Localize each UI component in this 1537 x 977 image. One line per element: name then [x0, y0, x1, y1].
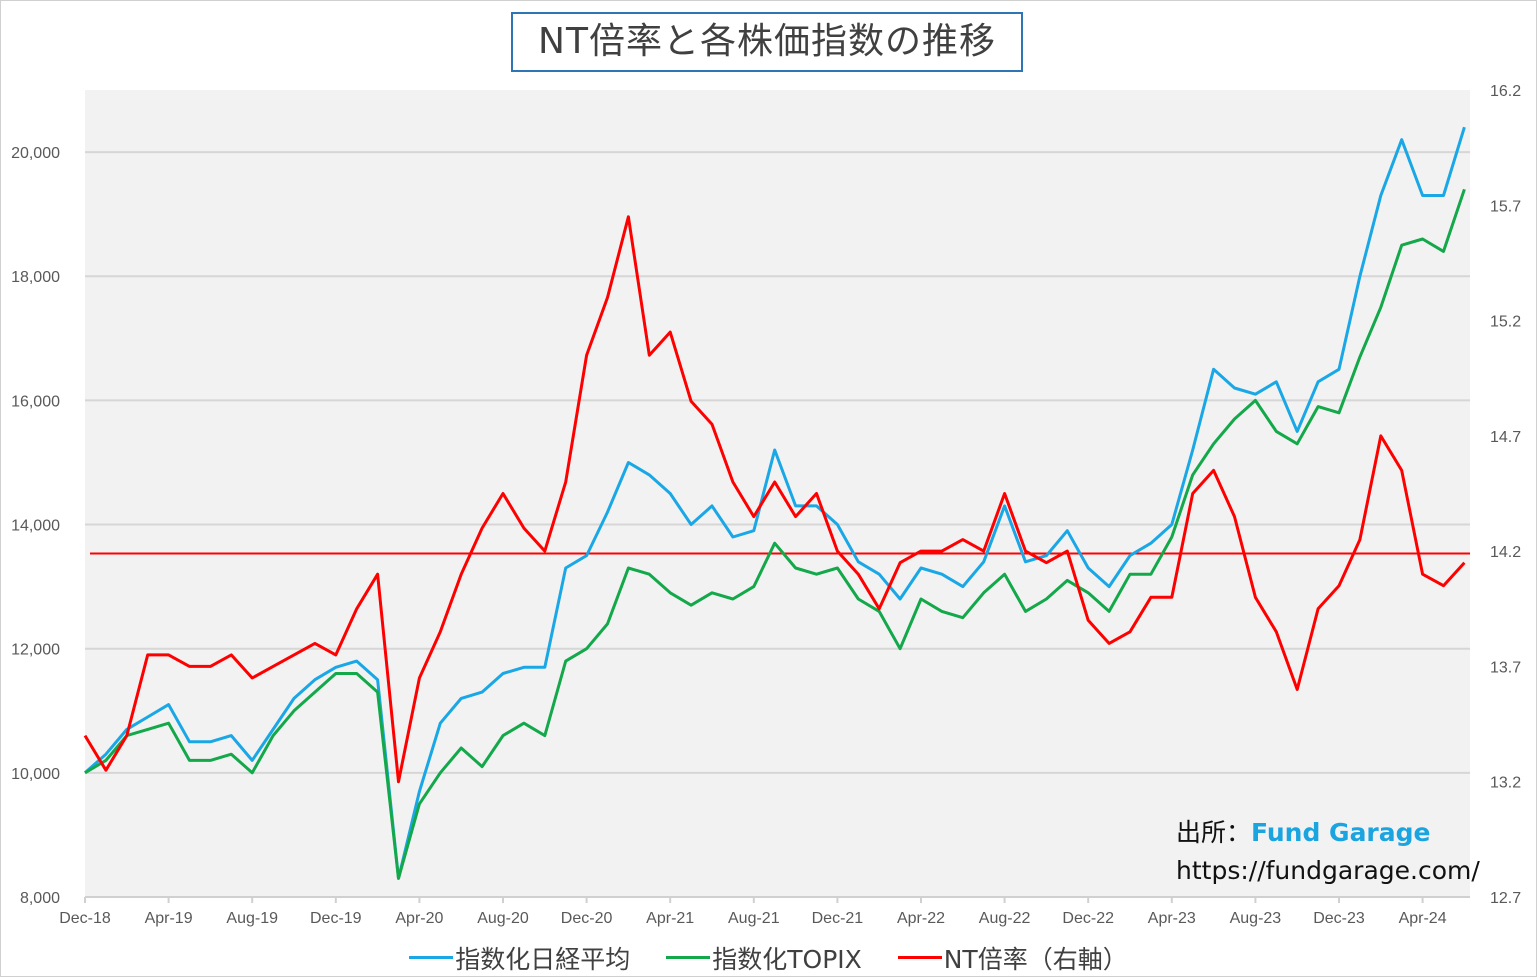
legend-label: 指数化日経平均 — [455, 944, 631, 974]
legend-item-nikkei: 指数化日経平均 — [409, 940, 630, 976]
x-tick-label: Apr-23 — [1148, 910, 1196, 927]
y-right-tick-label: 13.2 — [1490, 775, 1521, 792]
y-left-tick-label: 20,000 — [11, 145, 60, 162]
y-left-tick-label: 10,000 — [11, 766, 60, 783]
x-tick-label: Aug-22 — [979, 910, 1031, 927]
x-tick-label: Aug-23 — [1230, 910, 1282, 927]
y-left-tick-label: 12,000 — [11, 642, 60, 659]
y-right-tick-label: 15.2 — [1490, 314, 1521, 331]
legend-swatch — [897, 956, 942, 959]
y-left-tick-label: 14,000 — [11, 518, 60, 535]
x-tick-label: Apr-19 — [145, 910, 193, 927]
legend-swatch — [409, 956, 454, 959]
legend-label: NT倍率（右軸） — [943, 944, 1128, 974]
source-brand: Fund Garage — [1251, 818, 1431, 847]
x-tick-label: Apr-22 — [897, 910, 945, 927]
legend-label: 指数化TOPIX — [712, 944, 862, 974]
x-tick-label: Apr-24 — [1399, 910, 1447, 927]
y-right-tick-label: 15.7 — [1490, 198, 1521, 215]
legend-item-nt-ratio: NT倍率（右軸） — [897, 940, 1128, 976]
x-tick-label: Aug-21 — [728, 910, 780, 927]
x-tick-label: Apr-21 — [646, 910, 694, 927]
source-label: 出所： — [1176, 818, 1252, 847]
y-left-tick-label: 16,000 — [11, 393, 60, 410]
x-tick-label: Dec-20 — [561, 910, 613, 927]
legend: 指数化日経平均 指数化TOPIX NT倍率（右軸） — [0, 936, 1537, 976]
y-right-tick-label: 14.2 — [1490, 544, 1521, 561]
plot-area — [85, 90, 1470, 897]
legend-item-topix: 指数化TOPIX — [666, 940, 862, 976]
x-tick-label: Aug-20 — [477, 910, 529, 927]
y-left-tick-label: 18,000 — [11, 269, 60, 286]
legend-swatch — [666, 956, 711, 959]
x-tick-label: Dec-19 — [310, 910, 362, 927]
source-url: https://fundgarage.com/ — [1176, 856, 1480, 885]
x-tick-label: Apr-20 — [395, 910, 443, 927]
y-right-tick-label: 12.7 — [1490, 890, 1521, 907]
y-right-tick-label: 13.7 — [1490, 659, 1521, 676]
y-left-tick-label: 8,000 — [20, 890, 60, 907]
y-right-tick-label: 14.7 — [1490, 429, 1521, 446]
x-tick-label: Dec-18 — [59, 910, 111, 927]
x-tick-label: Aug-19 — [226, 910, 278, 927]
x-tick-label: Dec-23 — [1313, 910, 1365, 927]
x-tick-label: Dec-22 — [1062, 910, 1114, 927]
x-tick-label: Dec-21 — [812, 910, 864, 927]
chart-title: NT倍率と各株価指数の推移 — [511, 12, 1023, 72]
y-right-tick-label: 16.2 — [1490, 83, 1521, 100]
source-note: 出所：Fund Garage https://fundgarage.com/ — [1176, 814, 1480, 890]
